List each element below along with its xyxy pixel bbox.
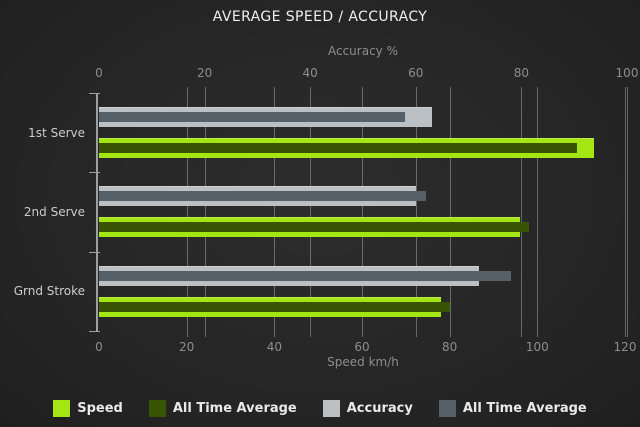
all-time-average-bar bbox=[99, 143, 577, 153]
top-gridline bbox=[627, 87, 628, 337]
legend-swatch bbox=[148, 399, 166, 417]
top-axis-title: Accuracy % bbox=[327, 44, 399, 58]
bottom-axis-tick-label: 0 bbox=[95, 340, 103, 354]
top-axis-tick-label: 20 bbox=[196, 66, 213, 80]
bottom-gridline bbox=[449, 87, 451, 337]
top-axis-tick-label: 60 bbox=[408, 66, 424, 80]
legend-swatch bbox=[322, 399, 340, 417]
legend-item-all-time-average[interactable]: All Time Average bbox=[148, 399, 297, 417]
legend-label: All Time Average bbox=[172, 400, 297, 416]
bottom-gridline bbox=[274, 87, 276, 337]
legend-item-all-time-average[interactable]: All Time Average bbox=[438, 399, 587, 417]
category-label: 2nd Serve bbox=[23, 205, 85, 219]
chart-title: AVERAGE SPEED / ACCURACY bbox=[212, 9, 428, 25]
legend-label: Accuracy bbox=[346, 400, 413, 416]
bottom-gridline bbox=[186, 87, 188, 337]
bottom-axis-tick-label: 20 bbox=[179, 340, 195, 354]
top-gridline bbox=[415, 87, 417, 337]
top-gridline bbox=[204, 87, 206, 337]
bottom-axis-tick-label: 80 bbox=[442, 340, 458, 354]
chart-legend: Speed All Time Average Accuracy All Time Av… bbox=[0, 396, 640, 420]
y-axis-tick bbox=[89, 93, 100, 94]
top-axis-tick-label: 80 bbox=[513, 66, 530, 80]
y-axis-line bbox=[96, 93, 98, 331]
all-time-average-bar bbox=[99, 270, 511, 281]
top-gridline bbox=[521, 87, 523, 337]
top-axis-tick-label: 0 bbox=[95, 66, 103, 80]
legend-swatch bbox=[53, 399, 71, 417]
bottom-axis-tick-label: 60 bbox=[354, 340, 370, 354]
bottom-gridline bbox=[362, 87, 363, 337]
legend-label: All Time Average bbox=[462, 400, 587, 416]
y-axis-tick bbox=[89, 172, 100, 174]
legend-label: Speed bbox=[77, 400, 123, 416]
y-axis-tick bbox=[89, 251, 100, 253]
category-label: 1st Serve bbox=[28, 125, 85, 140]
bottom-axis-title: Speed km/h bbox=[327, 355, 399, 369]
all-time-average-bar bbox=[99, 191, 427, 202]
bottom-axis-tick-label: 120 bbox=[613, 340, 637, 354]
top-gridline bbox=[310, 87, 312, 337]
top-axis-tick-label: 100 bbox=[615, 66, 639, 80]
bottom-axis-tick-label: 40 bbox=[266, 340, 282, 354]
legend-item-accuracy[interactable]: Accuracy bbox=[322, 399, 413, 417]
bottom-gridline bbox=[625, 87, 626, 337]
all-time-average-bar bbox=[99, 222, 529, 233]
all-time-average-bar bbox=[99, 112, 406, 122]
legend-swatch bbox=[438, 399, 456, 417]
bottom-gridline bbox=[537, 87, 539, 337]
top-axis-tick-label: 40 bbox=[302, 66, 318, 80]
y-axis-tick bbox=[89, 331, 100, 332]
category-label: Grnd Stroke bbox=[13, 284, 85, 299]
legend-item-speed[interactable]: Speed bbox=[53, 399, 123, 417]
all-time-average-bar bbox=[99, 301, 450, 312]
bottom-axis-tick-label: 100 bbox=[525, 340, 549, 354]
